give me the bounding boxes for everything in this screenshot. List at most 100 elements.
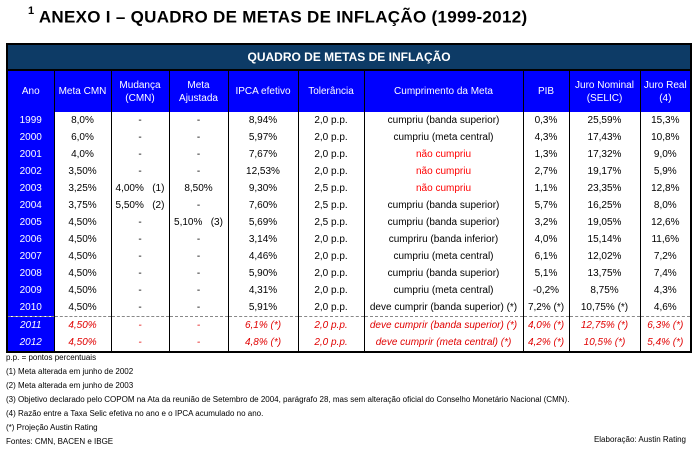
table-cell: 8,94%	[227, 112, 298, 129]
table-row: 2001 4,0% - -7,67% 2,0 p.p. não cumpriu 1,3% 17…	[6, 146, 692, 163]
table-cell: cumpriu (banda superior)	[363, 112, 523, 129]
table-cell: 11,6%	[639, 231, 692, 248]
year-cell: 2005	[6, 214, 54, 231]
table-cell: 7,2% (*)	[522, 299, 569, 317]
table-row: 1999 8,0% - -8,94% 2,0 p.p. cumpriu (banda su…	[6, 112, 692, 129]
table-cell: 8,50%	[168, 180, 228, 197]
year-cell: 2002	[6, 163, 54, 180]
year-cell: 2011	[6, 316, 54, 334]
column-header: Ano	[6, 70, 54, 112]
table-cell: cumpriu (banda superior)	[363, 214, 523, 231]
table-cell: 5,7%	[522, 197, 569, 214]
table-cell: 4,50%	[53, 231, 111, 248]
footnote: Fontes: CMN, BACEN e IBGE	[6, 437, 114, 446]
table-cell: 12,8%	[639, 180, 692, 197]
table-cell: 3,50%	[53, 163, 111, 180]
table-cell: 7,4%	[639, 265, 692, 282]
table-row: 2000 6,0% - -5,97% 2,0 p.p. cumpriu (meta cen…	[6, 129, 692, 146]
table-cell: -	[110, 112, 169, 129]
table-row: 2003 3,25% 4,00% (1) 8,50% 9,30% 2,5 p.p. não …	[6, 180, 692, 197]
table-cell: 10,5% (*)	[568, 334, 640, 352]
table-cell: -	[168, 282, 228, 299]
table-cell: -0,2%	[522, 282, 569, 299]
footnote: (*) Projeção Austin Rating	[6, 423, 98, 432]
table-cell: 12,02%	[568, 248, 640, 265]
table-cell: -	[110, 248, 169, 265]
footnote: (1) Meta alterada em junho de 2002	[6, 367, 134, 376]
table-cell: 2,0 p.p.	[297, 282, 364, 299]
table-cell: -	[110, 214, 169, 231]
table-cell: 4,6%	[639, 299, 692, 317]
table-cell: 5,4% (*)	[639, 334, 692, 352]
table-cell: -	[168, 112, 228, 129]
table-cell: -	[168, 248, 228, 265]
footnote: (3) Objetivo declarado pelo COPOM na Ata…	[6, 395, 570, 404]
table-cell: 3,25%	[53, 180, 111, 197]
table-cell: 2,0 p.p.	[297, 129, 364, 146]
table-cell: 6,0%	[53, 129, 111, 146]
table-cell: 4,0% (*)	[522, 316, 569, 334]
footnote: (2) Meta alterada em junho de 2003	[6, 381, 134, 390]
year-cell: 2004	[6, 197, 54, 214]
table-cell: 17,32%	[568, 146, 640, 163]
table-row: 2006 4,50% - -3,14% 2,0 p.p. cumpriru (banda …	[6, 231, 692, 248]
table-cell: 2,0 p.p.	[297, 231, 364, 248]
table-cell: 5,90%	[227, 265, 298, 282]
table-cell: 4,50%	[53, 248, 111, 265]
footnote: (4) Razão entre a Taxa Selic efetiva no …	[6, 409, 264, 418]
table-cell: cumpriu (meta central)	[363, 129, 523, 146]
footnote: p.p. = pontos percentuais	[6, 353, 97, 362]
table-cell: 4,3%	[639, 282, 692, 299]
table-cell: 15,14%	[568, 231, 640, 248]
table-cell: 3,2%	[522, 214, 569, 231]
year-cell: 2008	[6, 265, 54, 282]
table-cell: 23,35%	[568, 180, 640, 197]
table-cell: 1,1%	[522, 180, 569, 197]
year-cell: 1999	[6, 112, 54, 129]
table-cell: 8,75%	[568, 282, 640, 299]
year-cell: 2003	[6, 180, 54, 197]
table-cell: 1,3%	[522, 146, 569, 163]
table-cell: 2,0 p.p.	[297, 112, 364, 129]
table-cell: -	[168, 299, 228, 317]
table-row: 2004 3,75% 5,50% (2) -7,60% 2,5 p.p. cumpriu …	[6, 197, 692, 214]
column-header: Meta Ajustada	[168, 70, 228, 112]
table-cell: deve cumprir (meta central) (*)	[363, 334, 523, 352]
table-cell: -	[168, 265, 228, 282]
table-cell: 4,50%	[53, 316, 111, 334]
table-cell: 4,8% (*)	[227, 334, 298, 352]
table-cell: 12,6%	[639, 214, 692, 231]
table-cell: 4,2% (*)	[522, 334, 569, 352]
table-row: 2009 4,50% - -4,31% 2,0 p.p. cumpriu (meta ce…	[6, 282, 692, 299]
table-cell: não cumpriu	[363, 146, 523, 163]
table-cell: 7,67%	[227, 146, 298, 163]
table-cell: deve cumprir (banda superior) (*)	[363, 316, 523, 334]
table-cell: 5,1%	[522, 265, 569, 282]
table-cell: -	[168, 146, 228, 163]
column-header: Juro Nominal (SELIC)	[568, 70, 640, 112]
table-cell: -	[168, 231, 228, 248]
table-cell: 4,50%	[53, 214, 111, 231]
year-cell: 2009	[6, 282, 54, 299]
table-cell: 2,0 p.p.	[297, 316, 364, 334]
table-cell: -	[110, 334, 169, 352]
table-cell: 5,10% (3)	[168, 214, 228, 231]
table-cell: 4,31%	[227, 282, 298, 299]
table-cell: -	[168, 197, 228, 214]
table-cell: -	[110, 129, 169, 146]
table-cell: 5,91%	[227, 299, 298, 317]
table-cell: 4,46%	[227, 248, 298, 265]
page-title: 1 ANEXO I – QUADRO DE METAS DE INFLAÇÃO …	[28, 5, 527, 28]
table-cell: 4,50%	[53, 282, 111, 299]
footnotes: p.p. = pontos percentuais (1) Meta altera…	[6, 351, 569, 449]
table-cell: -	[168, 334, 228, 352]
table-cell: 15,3%	[639, 112, 692, 129]
inflation-targets-table: QUADRO DE METAS DE INFLAÇÃO Ano Meta CMN M…	[5, 43, 693, 353]
table-cell: 9,0%	[639, 146, 692, 163]
table-cell: -	[168, 316, 228, 334]
table-cell: deve cumprir (banda superior) (*)	[363, 299, 523, 317]
table-cell: 5,97%	[227, 129, 298, 146]
table-row: 2011 4,50% - -6,1% (*) 2,0 p.p. deve cumprir …	[6, 316, 692, 334]
table-row: 2007 4,50% - -4,46% 2,0 p.p. cumpriu (meta ce…	[6, 248, 692, 265]
table-caption: QUADRO DE METAS DE INFLAÇÃO	[5, 43, 693, 71]
